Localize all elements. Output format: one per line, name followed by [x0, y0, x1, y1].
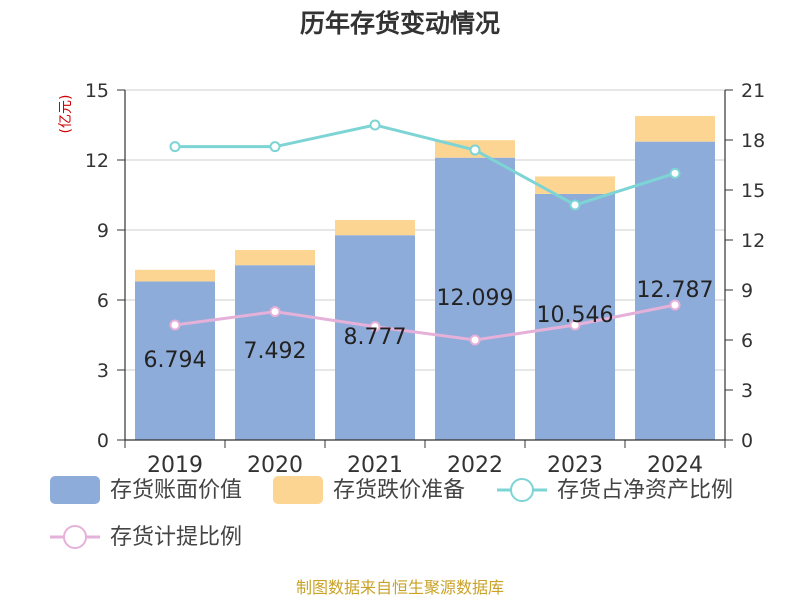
bar-book-value: [235, 265, 315, 440]
legend-label-impairment: 存货跌价准备: [333, 478, 465, 503]
right-tick-label: 15: [741, 180, 765, 202]
bar-book-value: [335, 235, 415, 440]
legend-label-book-value: 存货账面价值: [110, 478, 242, 503]
legend-marker-net-asset-ratio: [510, 478, 534, 502]
data-label-book-value: 8.777: [344, 325, 407, 350]
net-asset-ratio-point: [569, 199, 581, 211]
left-tick-label: 6: [97, 290, 109, 312]
net-asset-ratio-point: [669, 167, 681, 179]
provision-ratio-point: [169, 319, 181, 331]
data-labels: 6.794 7.492 8.777 12.099 10.546 12.787: [144, 278, 714, 373]
x-tick-label: 2020: [247, 453, 303, 478]
data-label-book-value: 12.787: [637, 278, 714, 303]
bar-series: [135, 115, 715, 441]
provision-ratio-line: [174, 303, 676, 342]
left-tick-label: 12: [85, 150, 109, 172]
line-series: [169, 119, 681, 346]
legend-label-provision-ratio: 存货计提比例: [110, 525, 242, 550]
provision-ratio-point: [469, 334, 481, 346]
net-asset-ratio-point: [369, 119, 381, 131]
left-tick-label: 3: [97, 360, 109, 382]
right-tick-label: 9: [741, 280, 753, 302]
right-tick-label: 12: [741, 230, 765, 252]
provision-ratio-point: [269, 306, 281, 318]
net-asset-ratio-point: [269, 141, 281, 153]
net-asset-ratio-point: [169, 141, 181, 153]
bar-book-value: [435, 157, 515, 440]
left-tick-label: 9: [97, 220, 109, 242]
right-tick-label: 6: [741, 330, 753, 352]
data-label-book-value: 10.546: [537, 303, 614, 328]
legend-marker-provision-ratio: [63, 525, 87, 549]
legend-label-net-asset-ratio: 存货占净资产比例: [557, 478, 733, 503]
right-tick-label: 3: [741, 380, 753, 402]
source-note: 制图数据来自恒生聚源数据库: [296, 578, 504, 597]
left-tick-label: 15: [85, 80, 109, 102]
grid-lines: [125, 89, 725, 371]
x-tick-label: 2021: [347, 453, 403, 478]
x-tick-label: 2019: [147, 453, 203, 478]
axes: 0 3 6 9 12 15 0 3 6 9 12 15 18 21 2019 2020 2021 2022 2023…: [85, 80, 765, 478]
x-tick-label: 2023: [547, 453, 603, 478]
right-tick-label: 18: [741, 130, 765, 152]
net-asset-ratio-line: [175, 123, 676, 207]
legend-swatch-book-value: [50, 476, 100, 504]
bar-impairment: [235, 250, 315, 266]
data-label-book-value: 12.099: [437, 286, 514, 311]
bar-impairment: [635, 115, 715, 142]
left-axis-unit-label: (亿元): [58, 95, 74, 134]
right-tick-label: 21: [741, 80, 765, 102]
x-tick-label: 2024: [647, 453, 703, 478]
bar-impairment: [135, 269, 215, 282]
provision-ratio-point: [669, 299, 681, 311]
bar-book-value: [635, 141, 715, 441]
left-tick-label: 0: [97, 430, 109, 452]
chart-title: 历年存货变动情况: [300, 9, 500, 38]
legend-swatch-impairment: [273, 476, 323, 504]
net-asset-ratio-point: [469, 144, 481, 156]
provision-ratio-point: [569, 319, 581, 331]
right-tick-label: 0: [741, 430, 753, 452]
bar-impairment: [535, 176, 615, 194]
data-label-book-value: 7.492: [244, 339, 307, 364]
bar-book-value: [135, 281, 215, 440]
x-tick-label: 2022: [447, 453, 503, 478]
provision-ratio-point: [369, 321, 381, 333]
data-label-book-value: 6.794: [144, 348, 207, 373]
bar-book-value: [535, 193, 615, 440]
bar-impairment: [335, 220, 415, 236]
